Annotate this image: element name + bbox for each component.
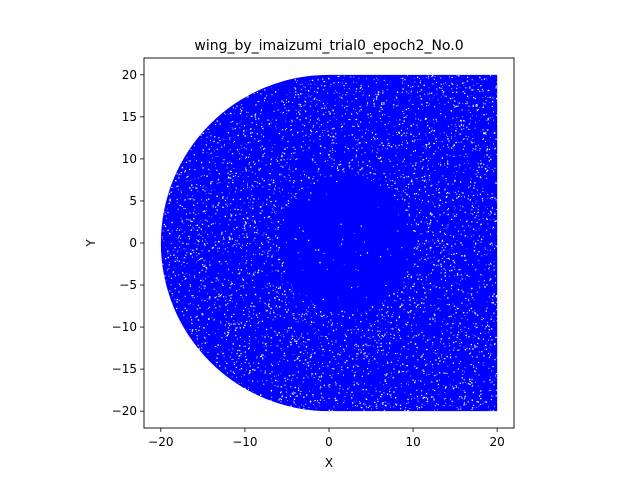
y-tick-label: 0 — [129, 236, 137, 250]
y-axis: −20 −15 −10 −5 0 5 10 15 20 — [112, 68, 144, 418]
mesh-layer — [160, 74, 499, 413]
y-tick-label: −15 — [112, 362, 137, 376]
chart-title: wing_by_imaizumi_trial0_epoch2_No.0 — [194, 38, 463, 54]
x-tick-label: 0 — [325, 435, 333, 449]
mesh-domain — [160, 74, 498, 412]
y-tick-label: −10 — [112, 320, 137, 334]
y-tick-label: −20 — [112, 404, 137, 418]
x-tick-label: −20 — [148, 435, 173, 449]
y-tick-label: 10 — [122, 152, 137, 166]
x-tick-label: −10 — [232, 435, 257, 449]
y-axis-label: Y — [84, 239, 98, 248]
y-tick-label: 5 — [129, 194, 137, 208]
y-tick-label: 15 — [122, 110, 137, 124]
x-tick-label: 20 — [490, 435, 505, 449]
y-tick-label: 20 — [122, 68, 137, 82]
x-axis-label: X — [325, 456, 333, 470]
x-axis: −20 −10 0 10 20 — [148, 428, 505, 449]
y-tick-label: −5 — [119, 278, 137, 292]
x-tick-label: 10 — [405, 435, 420, 449]
